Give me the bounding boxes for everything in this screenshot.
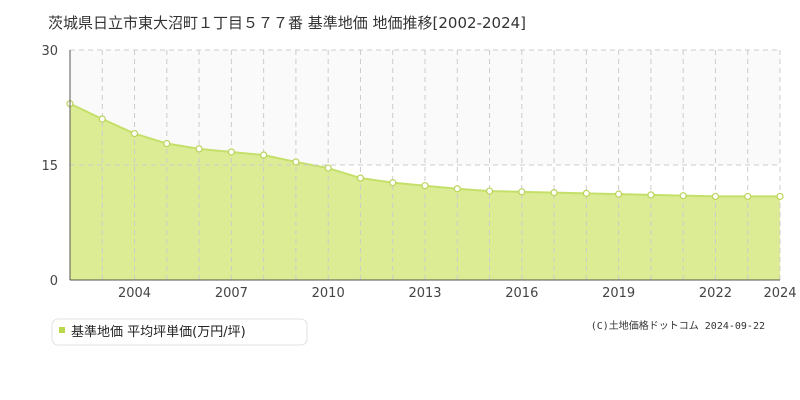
- data-point-2014: [453, 185, 461, 193]
- legend-box: [51, 318, 308, 346]
- x-tick-label: 2016: [505, 286, 538, 301]
- axes: [69, 50, 780, 281]
- x-tick-label: 2007: [215, 286, 248, 301]
- data-point-2019: [615, 190, 623, 198]
- data-point-2012: [389, 179, 397, 187]
- tick-labels: 0 15 30 2004 2007 2010 2013 2016 2019 2022 2024: [41, 44, 796, 301]
- data-point-2011: [356, 174, 365, 182]
- data-point-2004: [130, 129, 139, 138]
- data-point-2010: [324, 164, 332, 172]
- data-point-2008: [260, 151, 268, 159]
- data-point-2023: [744, 192, 752, 201]
- credit-text: (C)土地価格ドットコム 2024-09-22: [591, 319, 765, 332]
- data-point-2006: [195, 145, 203, 153]
- data-points: [66, 100, 784, 201]
- legend: 基準地価 平均坪単価(万円/坪): [51, 318, 308, 346]
- chart-title: 茨城県日立市東大沼町１丁目５７７番 基準地価 地価推移[2002-2024]: [48, 14, 526, 32]
- data-point-2016: [518, 188, 526, 196]
- x-tick-label: 2013: [408, 286, 441, 301]
- data-point-2020: [647, 191, 655, 199]
- data-point-2005: [163, 139, 171, 148]
- grid-lines: [70, 49, 781, 280]
- data-point-2024: [776, 192, 784, 201]
- x-tick-label: 2004: [118, 286, 151, 301]
- data-point-2015: [485, 187, 494, 195]
- x-tick-label: 2019: [602, 286, 635, 301]
- y-tick-label: 0: [50, 274, 58, 289]
- data-point-2013: [421, 182, 429, 190]
- area-fill: [70, 103, 780, 281]
- data-point-2022: [711, 192, 720, 201]
- legend-label: 基準地価 平均坪単価(万円/坪): [71, 324, 246, 340]
- data-point-2021: [679, 192, 687, 200]
- data-point-2007: [227, 148, 235, 156]
- y-tick-label: 15: [41, 159, 58, 174]
- y-tick-label: 30: [41, 44, 58, 59]
- data-point-2009: [292, 158, 300, 166]
- data-point-2017: [550, 189, 558, 197]
- x-tick-label: 2024: [763, 286, 796, 301]
- x-tick-label: 2022: [699, 286, 732, 301]
- data-point-2003: [98, 115, 106, 123]
- x-tick-label: 2010: [312, 286, 345, 301]
- legend-marker: [59, 327, 65, 333]
- data-point-2018: [582, 189, 590, 197]
